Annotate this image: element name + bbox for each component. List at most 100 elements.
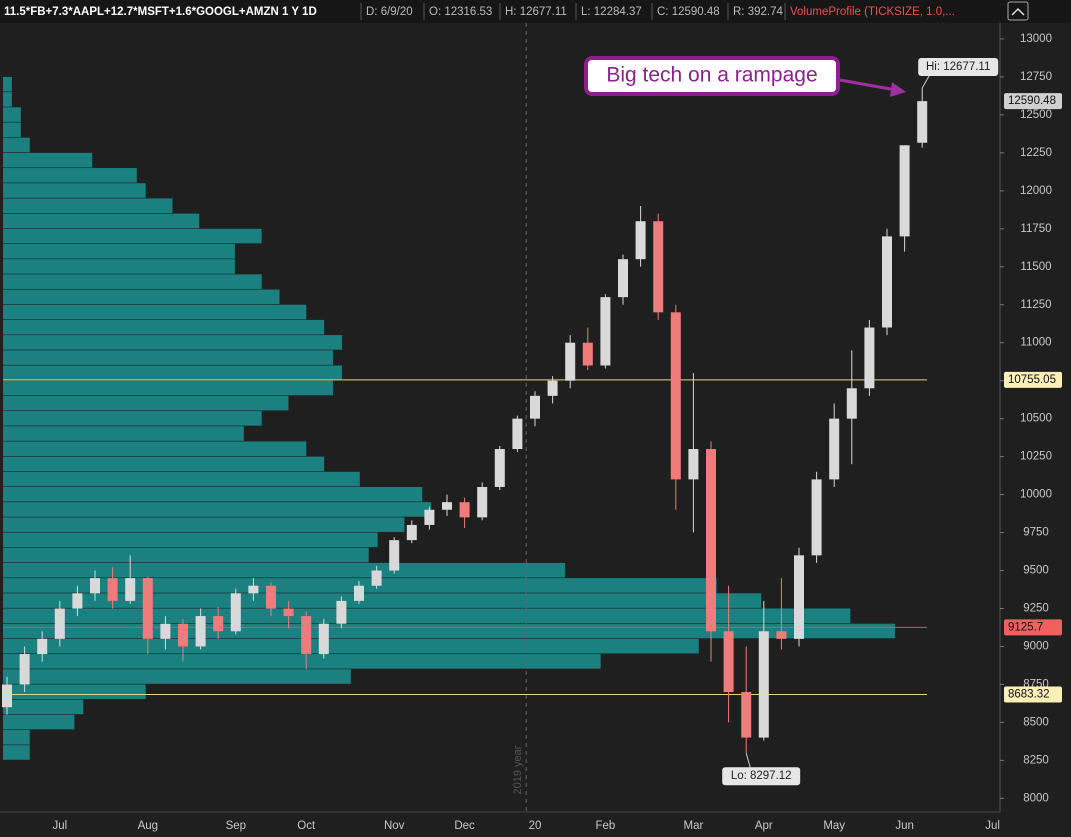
candle-body [178,623,188,647]
header-symbol: 11.5*FB+7.3*AAPL+12.7*MSFT+1.6*GOOGL+AMZ… [4,6,317,18]
candle-body [37,638,48,655]
candle-body [477,486,488,518]
annotation-arrowhead [890,82,906,97]
volume-profile-bar [3,107,21,122]
x-tick-label: 20 [529,820,542,832]
volume-profile-bar [3,638,699,654]
candle-body [336,600,347,624]
y-tick-label: 12750 [1020,71,1052,83]
volume-profile-bar [3,593,762,608]
candle-body [195,616,206,647]
candle-body [318,623,329,655]
y-tick-label: 11500 [1020,261,1051,273]
candle-body [54,608,65,639]
volume-profile-bar [3,684,146,700]
menu-icon-glyph [1011,7,1025,16]
candle-body [494,449,505,487]
lo-label: Lo: 8297.12 [731,770,792,782]
year-marker: 2019 year [512,745,524,794]
candle-body [301,616,312,655]
y-tick-label: 11000 [1020,337,1051,349]
candle-body [530,395,540,419]
hi-label-box [918,57,999,76]
y-tick-label: 12500 [1020,109,1052,121]
price-label: 12590.48 [1008,95,1056,107]
menu-icon[interactable] [1007,1,1029,21]
annotation-box [584,56,840,96]
y-tick-label: 9500 [1023,565,1049,577]
candle-body [72,593,83,609]
candle-body [565,342,576,381]
volume-profile-bar [3,654,601,669]
volume-profile-bar [3,213,200,229]
volume-profile-bar [3,183,146,198]
x-tick-label: Aug [138,820,158,832]
candle-body [371,570,382,586]
candle-body [670,312,681,480]
candle-body [459,502,470,518]
candle-body [899,145,910,237]
header-field: L: 12284.37 [581,6,642,18]
y-tick-label: 8500 [1023,716,1049,728]
y-tick-label: 9750 [1023,527,1049,539]
price-label-box [1004,371,1062,388]
volume-profile-bar [3,274,262,289]
volume-profile-bar [3,502,432,517]
volume-profile-bar [3,259,235,274]
header-field: O: 12316.53 [429,6,492,18]
candle-body [635,221,646,260]
candle-body [406,524,417,541]
y-tick-label: 12250 [1020,147,1052,159]
volume-profile-bar [3,669,351,684]
candle-body [248,585,259,594]
volume-profile-bar [3,304,307,320]
y-tick-label: 13000 [1020,33,1052,45]
x-tick-label: Jul [985,820,1000,832]
x-tick-label: Dec [454,820,475,832]
x-tick-label: May [823,820,845,832]
y-tick-label: 10500 [1020,413,1052,425]
header-field: R: 392.74 [733,6,783,18]
hi-label: Hi: 12677.11 [926,61,990,73]
annotation: Big tech on a rampage [606,64,817,87]
x-tick-label: Mar [683,820,703,832]
volume-profile-bar [3,714,75,730]
candle-body [723,631,734,693]
candle-body [512,418,523,450]
candle-body [90,578,100,594]
volume-profile-bar [3,228,262,244]
header-field: H: 12677.11 [505,6,567,18]
candle-body [618,259,628,298]
volume-profile-bar [3,441,307,457]
header-study: VolumeProfile (TICKSIZE, 1.0,... [790,6,955,18]
volume-profile-bar [3,243,235,259]
volume-profile-bar [3,168,137,183]
price-label-box [1004,686,1062,703]
lo-label-box [722,767,801,786]
volume-profile-bar [3,578,717,593]
x-tick-label: Nov [384,820,405,832]
volume-profile-bar [3,350,334,365]
x-tick-label: Oct [297,820,316,832]
candle-body [829,418,840,480]
price-label-box [1004,619,1062,636]
price-label: 10755.05 [1008,374,1056,386]
candle-body [107,578,118,601]
y-tick-label: 9000 [1023,640,1049,652]
lo-connector [745,753,751,768]
candle-body [706,449,716,632]
x-tick-label: Apr [755,820,773,832]
y-tick-label: 11250 [1020,299,1051,311]
candle-body [776,631,787,639]
x-tick-label: Jun [895,820,914,832]
candle-body [864,327,875,389]
volume-profile-bar [3,289,280,305]
header-bar [0,0,1071,23]
price-label-box [1004,93,1062,110]
header-field: C: 12590.48 [657,6,720,18]
candle-body [283,608,294,617]
y-tick-label: 10250 [1020,451,1052,463]
candle-body [2,684,12,708]
y-tick-label: 11750 [1020,223,1051,235]
